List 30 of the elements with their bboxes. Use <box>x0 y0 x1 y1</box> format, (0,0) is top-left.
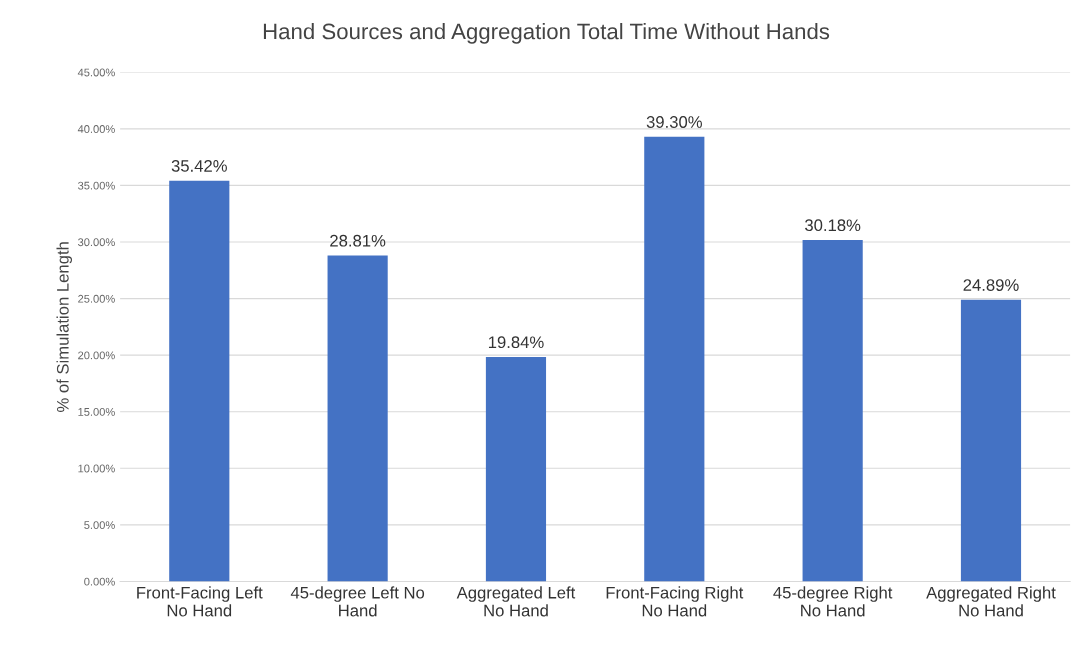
y-tick-label: 20.00% <box>78 351 115 360</box>
data-label: 35.42% <box>171 160 227 172</box>
data-label: 28.81% <box>330 234 386 247</box>
y-tick-label: 10.00% <box>78 464 115 473</box>
bar <box>644 136 705 582</box>
bar <box>485 356 547 582</box>
bar <box>960 299 1022 582</box>
y-tick-label: 25.00% <box>78 294 115 303</box>
y-tick-label: 15.00% <box>78 407 115 416</box>
x-tick-label: 45-degree Right No Hand <box>773 586 893 617</box>
y-tick-label: 30.00% <box>78 238 115 247</box>
x-tick-label: Aggregated Right No Hand <box>926 586 1056 617</box>
y-tick-label: 0.00% <box>84 577 115 586</box>
bar <box>802 239 863 582</box>
data-label: 19.84% <box>488 336 544 349</box>
chart-title: Hand Sources and Aggregation Total Time Without Hands <box>263 23 830 44</box>
bar <box>169 180 230 582</box>
bar <box>327 255 388 582</box>
x-tick-label: Front-Facing Right No Hand <box>606 586 744 617</box>
x-tick-label: Front-Facing Left No Hand <box>137 586 263 617</box>
y-tick-label: 35.00% <box>78 181 115 190</box>
y-tick-label: 5.00% <box>84 521 115 530</box>
y-tick-label: 40.00% <box>77 125 115 133</box>
data-label: 24.89% <box>963 279 1019 291</box>
y-tick-label: 45.00% <box>77 68 115 77</box>
data-label: 30.18% <box>805 219 861 232</box>
y-axis-title: % of Simulation Length <box>56 242 73 412</box>
data-label: 39.30% <box>646 116 702 128</box>
x-tick-label: Aggregated Left No Hand <box>456 586 576 617</box>
x-tick-label: 45-degree Left No Hand <box>290 586 425 617</box>
